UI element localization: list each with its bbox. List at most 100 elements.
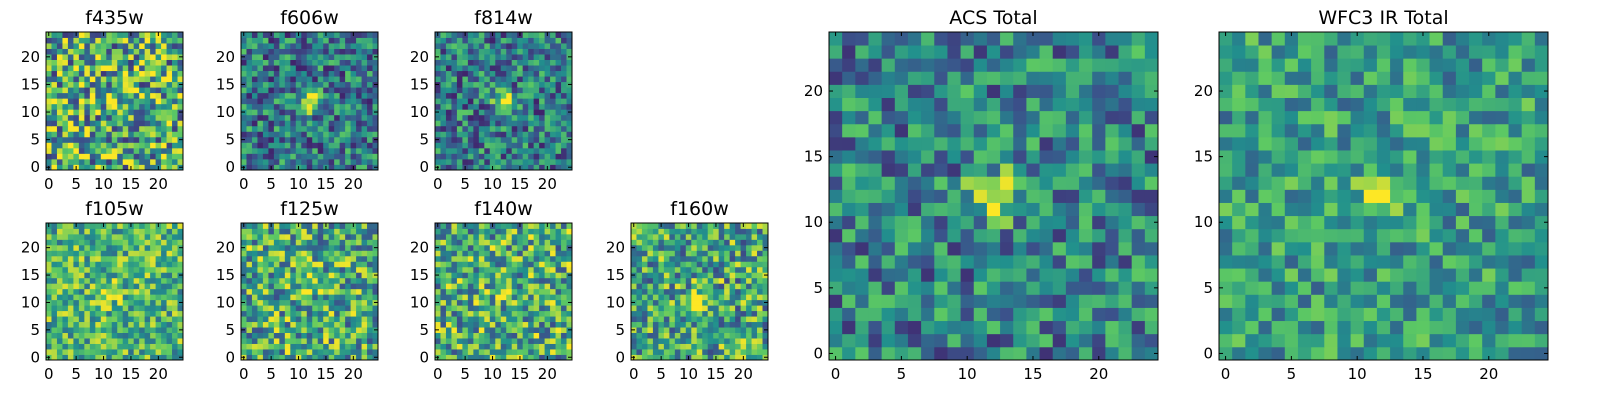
heatmap-cell <box>517 277 524 284</box>
heatmap-cell <box>295 153 302 160</box>
heatmap-cell <box>295 70 302 77</box>
heatmap-cell <box>268 261 275 268</box>
heatmap-cell <box>1013 268 1027 282</box>
heatmap-cell <box>106 48 113 55</box>
heatmap-cell <box>539 65 545 72</box>
heatmap-cell <box>451 147 458 154</box>
heatmap-cell <box>495 131 502 138</box>
heatmap-cell <box>56 147 63 154</box>
heatmap-cell <box>73 142 80 149</box>
heatmap-cell <box>506 233 513 240</box>
y-tick-label: 15 <box>606 266 625 284</box>
heatmap-cell <box>323 37 330 44</box>
heatmap-cell <box>62 98 69 105</box>
heatmap-cell <box>273 321 280 328</box>
heatmap-cell <box>1052 281 1067 295</box>
heatmap-cell <box>317 332 324 339</box>
heatmap-cell <box>1026 333 1040 348</box>
heatmap-cell <box>84 92 91 99</box>
heatmap-cell <box>155 255 162 262</box>
heatmap-cell <box>350 81 357 88</box>
heatmap-cell <box>106 164 113 171</box>
heatmap-cell <box>445 316 452 323</box>
heatmap-cell <box>122 239 129 246</box>
heatmap-cell <box>246 70 253 77</box>
heatmap-cell <box>451 59 458 66</box>
heatmap-cell <box>62 233 69 240</box>
heatmap-cell <box>246 332 253 339</box>
heatmap-cell <box>177 250 184 257</box>
heatmap-cell <box>67 261 74 268</box>
heatmap-cell <box>356 92 362 99</box>
heatmap-cell <box>555 87 562 94</box>
heatmap-cell <box>489 37 496 44</box>
heatmap-cell <box>339 87 346 94</box>
heatmap-cell <box>367 283 373 290</box>
heatmap-cell <box>155 299 162 306</box>
heatmap-cell <box>960 228 975 243</box>
heatmap-cell <box>295 98 302 105</box>
heatmap-cell <box>478 354 485 361</box>
heatmap-cell <box>128 131 135 138</box>
heatmap-cell <box>111 103 118 110</box>
heatmap-cell <box>735 343 741 350</box>
heatmap-cell <box>539 70 545 77</box>
heatmap-cell <box>894 281 909 295</box>
heatmap-cell <box>735 316 741 323</box>
heatmap-cell <box>435 37 441 44</box>
heatmap-cell <box>462 294 469 301</box>
heatmap-cell <box>462 299 469 306</box>
heatmap-cell <box>934 202 948 217</box>
heatmap-cell <box>445 65 452 72</box>
heatmap-cell <box>122 305 129 312</box>
heatmap-cell <box>456 81 463 88</box>
heatmap-cell <box>484 153 491 160</box>
x-tick-label: 10 <box>289 365 308 383</box>
y-tick-label: 20 <box>216 48 235 66</box>
heatmap-cell <box>451 98 458 105</box>
heatmap-cell <box>1013 241 1027 256</box>
heatmap-cell <box>478 43 485 49</box>
heatmap-cell <box>290 114 297 121</box>
heatmap-cell <box>284 354 291 361</box>
heatmap-cell <box>257 250 264 257</box>
heatmap-cell <box>251 316 258 323</box>
heatmap-cell <box>133 87 140 94</box>
heatmap-cell <box>312 299 319 306</box>
heatmap-cell <box>550 92 556 99</box>
heatmap-cell <box>506 261 513 268</box>
heatmap-cell <box>456 332 463 339</box>
heatmap-cell <box>1026 294 1040 308</box>
axes-frame <box>434 31 573 171</box>
heatmap-cell <box>467 142 474 149</box>
heatmap-cell <box>273 70 280 77</box>
heatmap-cell <box>674 223 681 229</box>
heatmap-cell <box>273 288 280 295</box>
heatmap-cell <box>95 316 102 323</box>
heatmap-cell <box>117 43 124 49</box>
heatmap-cell <box>161 153 167 160</box>
heatmap-cell <box>729 228 736 235</box>
heatmap-cell <box>139 261 146 268</box>
heatmap-cell <box>561 228 567 235</box>
heatmap-cell <box>51 76 58 83</box>
heatmap-cell <box>467 283 474 290</box>
heatmap-cell <box>636 338 643 344</box>
heatmap-cell <box>934 150 948 164</box>
heatmap-cell <box>161 120 167 127</box>
heatmap-cell <box>350 316 357 323</box>
y-tick-label: 0 <box>30 348 40 366</box>
heatmap-cell <box>161 354 167 361</box>
heatmap-cell <box>757 255 763 262</box>
heatmap-cell <box>150 255 156 262</box>
heatmap-cell <box>345 158 351 165</box>
heatmap-cell <box>435 338 441 344</box>
heatmap-cell <box>122 103 129 110</box>
heatmap-cell <box>273 147 280 154</box>
heatmap-cell <box>484 120 491 127</box>
heatmap-cell <box>323 321 330 328</box>
heatmap-cell <box>290 164 297 171</box>
heatmap-cell <box>345 228 351 235</box>
heatmap-cell <box>658 277 665 284</box>
heatmap-cell <box>1039 189 1054 203</box>
